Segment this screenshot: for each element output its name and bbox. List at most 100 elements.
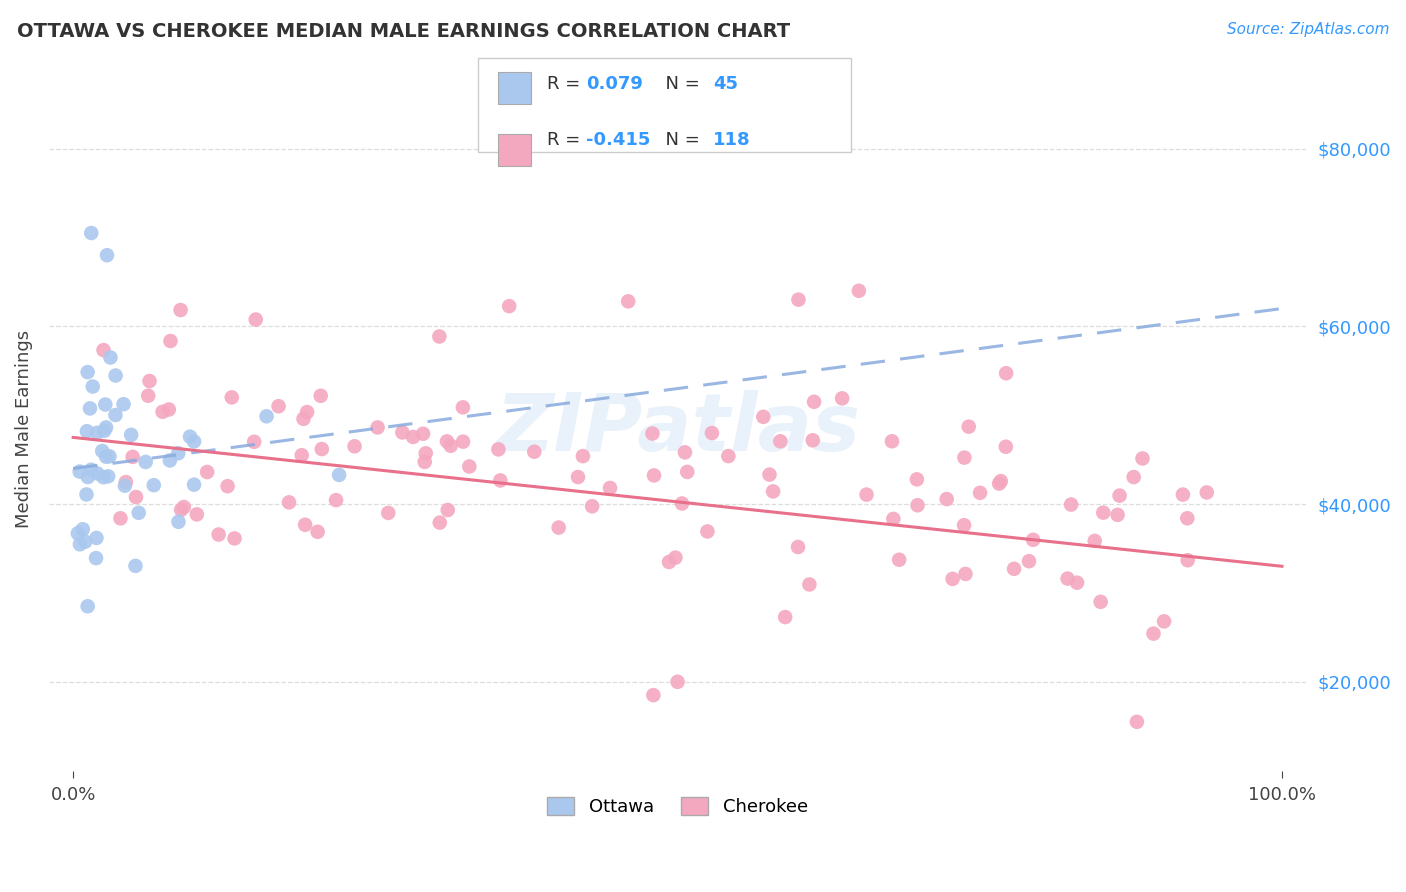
Point	[167, 515, 190, 529]
Point	[1022, 533, 1045, 547]
Point	[76, 470, 98, 484]
Text: Source: ZipAtlas.com: Source: ZipAtlas.com	[1226, 22, 1389, 37]
Point	[880, 434, 903, 449]
Point	[1108, 489, 1130, 503]
Point	[110, 511, 132, 525]
Point	[1171, 487, 1194, 501]
Point	[93, 424, 115, 438]
Point	[195, 465, 218, 479]
Point	[1175, 511, 1198, 525]
Point	[676, 465, 699, 479]
Point	[1195, 485, 1218, 500]
Text: N =: N =	[654, 131, 706, 149]
Point	[104, 368, 127, 383]
Point	[224, 532, 246, 546]
Point	[295, 405, 318, 419]
Point	[86, 425, 108, 440]
Point	[377, 506, 399, 520]
Point	[415, 446, 437, 460]
Point	[294, 517, 316, 532]
Point	[75, 534, 97, 549]
Point	[245, 312, 267, 326]
Point	[183, 434, 205, 449]
Point	[96, 248, 118, 262]
Point	[97, 469, 120, 483]
Point	[664, 550, 686, 565]
Point	[907, 498, 929, 512]
Point	[207, 527, 229, 541]
Point	[1066, 575, 1088, 590]
Point	[1132, 451, 1154, 466]
Point	[413, 455, 436, 469]
Point	[136, 389, 159, 403]
Point	[167, 446, 190, 460]
Point	[787, 540, 810, 554]
Point	[436, 503, 458, 517]
Point	[1002, 562, 1025, 576]
Point	[1060, 498, 1083, 512]
Point	[427, 329, 450, 343]
Point	[291, 448, 314, 462]
Point	[787, 293, 810, 307]
Point	[486, 442, 509, 457]
Point	[523, 444, 546, 458]
Point	[169, 303, 191, 318]
Point	[135, 455, 157, 469]
Point	[94, 420, 117, 434]
Point	[641, 426, 664, 441]
Point	[994, 440, 1017, 454]
Point	[1122, 470, 1144, 484]
Text: 45: 45	[713, 75, 738, 93]
Text: ZIPatlas: ZIPatlas	[495, 390, 860, 467]
Point	[93, 470, 115, 484]
Point	[1142, 626, 1164, 640]
Point	[567, 470, 589, 484]
Point	[995, 366, 1018, 380]
Point	[91, 444, 114, 458]
Point	[451, 401, 474, 415]
Point	[1153, 615, 1175, 629]
Text: 118: 118	[713, 131, 751, 149]
Point	[142, 478, 165, 492]
Point	[831, 392, 853, 406]
Y-axis label: Median Male Earnings: Median Male Earnings	[15, 329, 32, 527]
Point	[498, 299, 520, 313]
Point	[80, 226, 103, 240]
Point	[1092, 506, 1115, 520]
Point	[138, 374, 160, 388]
Point	[79, 401, 101, 416]
Point	[969, 486, 991, 500]
Point	[988, 476, 1011, 491]
Point	[76, 487, 98, 501]
Text: R =: R =	[547, 75, 586, 93]
Point	[581, 500, 603, 514]
Legend: Ottawa, Cherokee: Ottawa, Cherokee	[540, 789, 815, 823]
Point	[696, 524, 718, 539]
Point	[1056, 572, 1078, 586]
Point	[673, 445, 696, 459]
Point	[69, 465, 91, 479]
Point	[752, 409, 775, 424]
Point	[1018, 554, 1040, 568]
Text: -0.415: -0.415	[586, 131, 651, 149]
Text: N =: N =	[654, 75, 706, 93]
Point	[93, 343, 115, 358]
Point	[80, 463, 103, 477]
Point	[803, 394, 825, 409]
Point	[325, 493, 347, 508]
Point	[643, 688, 665, 702]
Point	[267, 399, 290, 413]
Point	[104, 408, 127, 422]
Point	[243, 434, 266, 449]
Point	[115, 475, 138, 489]
Point	[855, 487, 877, 501]
Point	[391, 425, 413, 440]
Point	[100, 351, 122, 365]
Point	[402, 430, 425, 444]
Point	[1107, 508, 1129, 522]
Point	[121, 450, 143, 464]
Point	[762, 484, 785, 499]
Point	[72, 522, 94, 536]
Point	[489, 474, 512, 488]
Point	[717, 449, 740, 463]
